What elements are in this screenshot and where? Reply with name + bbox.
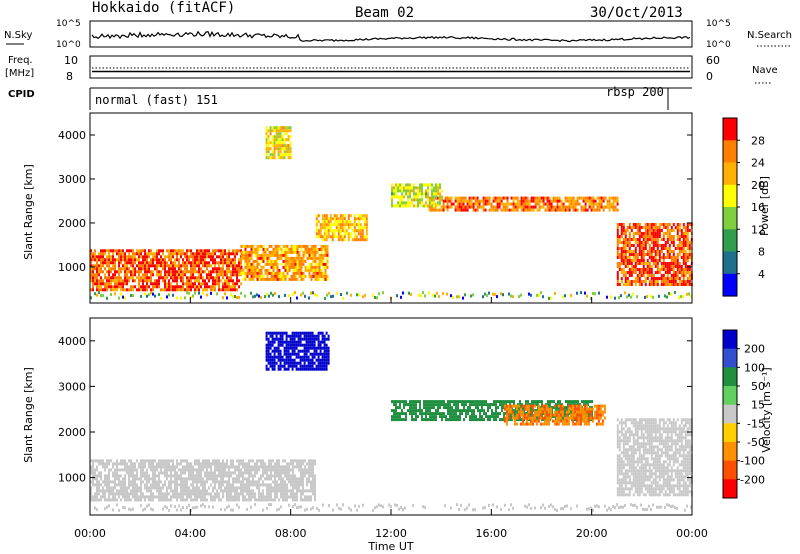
noise-left-label: N.Sky: [4, 30, 32, 41]
power-y-tick-label: 1000: [58, 261, 86, 274]
power-echo-map: [90, 126, 693, 300]
velocity-y-axis-label: Slant Range [km]: [22, 367, 35, 463]
velocity-colorbar-swatch: [723, 460, 737, 480]
power-colorbar-tick-label: 12: [751, 223, 765, 236]
freq-label-1: Freq.: [8, 55, 33, 66]
beam-title: Beam 02: [355, 5, 414, 21]
power-colorbar-tick-label: 20: [751, 179, 765, 192]
noise-sky-trace: [91, 30, 691, 43]
noise-left-tick-high: 10^5: [56, 19, 81, 29]
nave-tick-low: 0: [706, 70, 713, 83]
velocity-echo-region: [90, 459, 316, 502]
freq-tick-high: 10: [64, 54, 78, 67]
cpid-label: CPID: [8, 89, 35, 100]
velocity-y-tick-label: 1000: [58, 472, 86, 485]
near-range-echo-band: [90, 291, 692, 300]
velocity-colorbar-swatch: [723, 348, 737, 368]
power-echo-region: [265, 126, 292, 160]
velocity-colorbar-swatch: [723, 442, 737, 462]
velocity-y-tick-label: 3000: [58, 380, 86, 393]
velocity-colorbar-swatch: [723, 330, 737, 350]
power-colorbar-swatch: [723, 251, 737, 275]
power-colorbar: 28 24 20 16 12 8 4: [722, 117, 765, 297]
x-tick-label: 04:00: [174, 527, 206, 540]
x-tick-label: 00:00: [676, 527, 708, 540]
power-panel: 4000 3000 2000 1000 Slant Range [km] 28 24 20…: [22, 112, 771, 304]
x-tick-label: 16:00: [475, 527, 507, 540]
velocity-colorbar-tick-label: -100: [740, 455, 765, 468]
power-colorbar-swatch: [723, 273, 737, 297]
near-range-echo-band: [94, 503, 692, 512]
velocity-echo-region: [503, 404, 606, 426]
date-title: 30/Oct/2013: [590, 5, 683, 21]
velocity-colorbar-frame: [722, 329, 738, 499]
velocity-colorbar-tick-label: 100: [744, 361, 765, 374]
nave-label: Nave: [752, 65, 778, 76]
power-echo-region: [240, 244, 329, 281]
power-colorbar-swatch: [723, 140, 737, 164]
velocity-colorbar-swatch: [723, 386, 737, 406]
x-tick-label: 12:00: [375, 527, 407, 540]
velocity-colorbar-swatch: [723, 423, 737, 443]
x-tick-label: 08:00: [275, 527, 307, 540]
power-y-tick-label: 3000: [58, 173, 86, 186]
velocity-colorbar-swatch: [723, 367, 737, 387]
velocity-colorbar: 200 100 50 15 -15 -50 -100 -200: [722, 329, 765, 499]
noise-right-tick-high: 10^5: [706, 19, 731, 29]
velocity-colorbar-tick-label: -50: [747, 436, 765, 449]
power-colorbar-tick-label: 16: [751, 201, 765, 214]
x-axis: 00:00 04:00 08:00 12:00 16:00 20:00 00:00: [74, 297, 708, 540]
noise-left-tick-low: 10^0: [56, 40, 81, 50]
power-echo-region: [315, 214, 368, 242]
power-y-axis-label: Slant Range [km]: [22, 164, 35, 260]
velocity-colorbar-label: Velocity [m s⁻¹]: [760, 367, 773, 452]
power-y-tick-label: 4000: [58, 129, 86, 142]
velocity-colorbar-tick-label: -15: [747, 417, 765, 430]
x-tick-label: 20:00: [576, 527, 608, 540]
power-echo-region: [391, 183, 443, 208]
power-colorbar-label: Power [dB]: [758, 176, 771, 236]
power-y-tick-label: 2000: [58, 217, 86, 230]
power-colorbar-tick-label: 28: [751, 134, 765, 147]
velocity-y-tick-label: 2000: [58, 426, 86, 439]
velocity-panel: 4000 3000 2000 1000 Slant Range [km] 200 100…: [22, 317, 773, 516]
velocity-y-tick-label: 4000: [58, 335, 86, 348]
cpid-panel: CPID normal (fast) 151 rbsp 200: [8, 85, 692, 110]
power-echo-region: [616, 223, 693, 286]
velocity-colorbar-swatch: [723, 479, 737, 499]
nave-tick-high: 60: [706, 54, 720, 67]
x-tick-label: 00:00: [74, 527, 106, 540]
power-colorbar-swatch: [723, 118, 737, 141]
power-echo-region: [90, 249, 242, 292]
power-colorbar-swatch: [723, 207, 737, 230]
velocity-echo-region: [265, 331, 330, 371]
power-colorbar-swatch: [723, 229, 737, 253]
power-colorbar-tick-label: 8: [758, 246, 765, 259]
velocity-colorbar-tick-label: 15: [751, 399, 765, 412]
velocity-colorbar-tick-label: 50: [751, 380, 765, 393]
freq-tick-low: 8: [66, 70, 73, 83]
noise-panel: N.Sky 10^5 10^0 10^5 10^0 N.Search: [4, 19, 792, 50]
power-colorbar-swatch: [723, 184, 737, 208]
cpid-program-1: normal (fast) 151: [95, 93, 218, 107]
power-colorbar-tick-label: 24: [751, 157, 765, 170]
station-title: Hokkaido (fitACF): [92, 0, 235, 16]
noise-right-tick-low: 10^0: [706, 40, 731, 50]
velocity-colorbar-tick-label: 200: [744, 343, 765, 356]
velocity-echo-map: [90, 331, 693, 512]
velocity-colorbar-tick-label: -200: [740, 473, 765, 486]
velocity-colorbar-swatch: [723, 404, 737, 424]
power-colorbar-swatch: [723, 162, 737, 186]
cpid-program-2: rbsp 200: [606, 85, 664, 99]
frequency-panel: Freq. [MHz] 10 8 60 0 Nave: [5, 54, 778, 84]
freq-label-2: [MHz]: [5, 68, 34, 79]
power-colorbar-tick-label: 4: [758, 268, 765, 281]
x-axis-label: Time UT: [367, 540, 413, 553]
noise-right-label: N.Search: [747, 30, 792, 41]
